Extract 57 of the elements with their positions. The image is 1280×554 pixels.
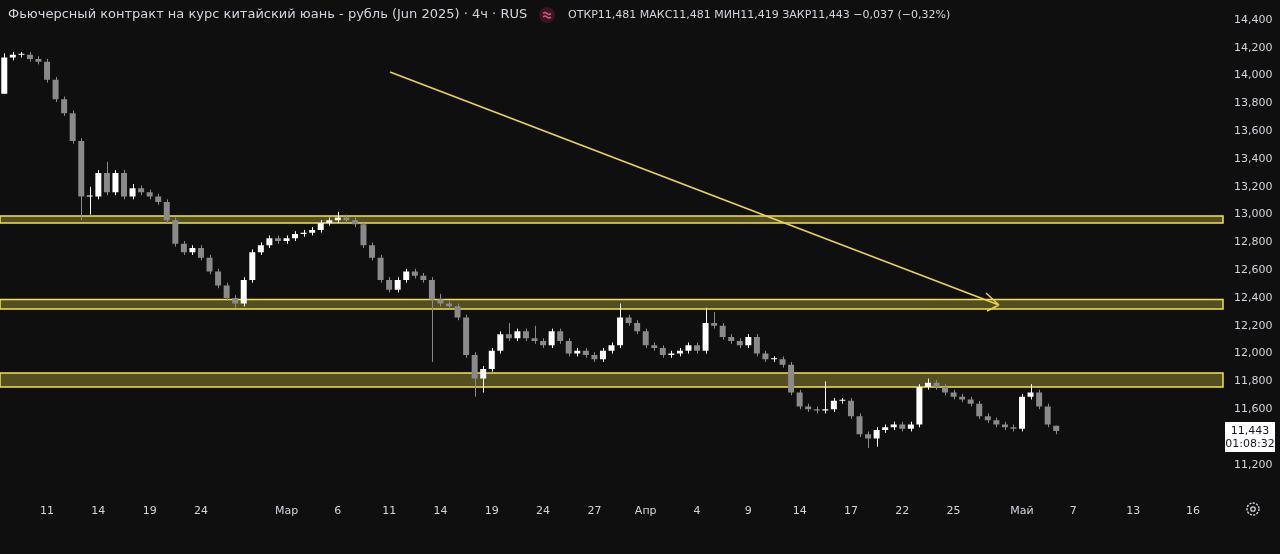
candlestick	[146, 189, 153, 200]
candlestick	[907, 421, 914, 432]
y-tick-label: 13,000	[1234, 207, 1273, 221]
y-tick-label: 12,200	[1234, 318, 1273, 332]
y-tick-label: 12,000	[1234, 346, 1273, 360]
x-tick-label: 14	[792, 504, 807, 518]
x-tick-label: 17	[843, 504, 858, 518]
candlestick	[437, 293, 444, 307]
candlestick	[625, 314, 632, 327]
candlestick	[694, 341, 701, 355]
x-tick-label: 13	[1126, 504, 1141, 518]
x-tick-label: 19	[142, 504, 157, 518]
y-tick-label: 13,200	[1234, 179, 1273, 193]
y-tick-label: 12,400	[1234, 290, 1273, 304]
candlestick	[822, 380, 829, 414]
candlestick	[942, 383, 949, 396]
y-tick-label: 13,800	[1234, 96, 1273, 110]
y-tick-label: 11,200	[1234, 457, 1273, 471]
x-tick-label: 11	[40, 504, 55, 518]
candlestick	[899, 421, 906, 432]
x-tick-label: 14	[433, 504, 448, 518]
x-tick-label: 4	[693, 504, 701, 518]
x-tick-label: 11	[382, 504, 397, 518]
x-tick-label: 25	[946, 504, 961, 518]
y-tick-label: 12,600	[1234, 263, 1273, 277]
candlestick	[685, 341, 692, 355]
x-tick-label: 24	[193, 504, 208, 518]
candlestick	[129, 183, 136, 200]
x-tick-label: 19	[484, 504, 499, 518]
y-tick-label: 14,200	[1234, 40, 1273, 54]
x-tick-label: Мар	[274, 504, 299, 518]
x-tick-label: Апр	[634, 504, 657, 518]
candlestick	[813, 405, 820, 414]
x-tick-label: 14	[91, 504, 106, 518]
text: 01:08:32	[1225, 436, 1275, 450]
x-tick-label: 16	[1186, 504, 1201, 518]
y-tick-label: 12,800	[1234, 235, 1273, 249]
x-tick-label: 27	[587, 504, 602, 518]
y-tick-label: 11,800	[1234, 374, 1273, 388]
y-tick-label: 14,000	[1234, 68, 1273, 82]
candlestick	[779, 355, 786, 368]
candlestick	[967, 396, 974, 407]
x-tick-label: 9	[744, 504, 752, 518]
candlestick	[1010, 423, 1017, 432]
y-tick-label: 11,600	[1234, 402, 1273, 416]
x-tick-label: 24	[536, 504, 551, 518]
y-tick-label: 13,600	[1234, 124, 1273, 138]
x-tick-label: 6	[334, 504, 342, 518]
chart-title: Фьючерсный контракт на курс китайский юань - рубль (Jun 2025) · 4ч · RUS	[8, 6, 528, 21]
text: 11,443	[1230, 423, 1270, 437]
annotation: ОТКР11,481 МАКС11,481 МИН11,419 ЗАКР11,443 −0,037 (−0,32%)	[568, 8, 951, 21]
x-tick-label: 7	[1069, 504, 1077, 518]
x-tick-label: Май	[1010, 504, 1034, 518]
y-tick-label: 14,400	[1234, 12, 1273, 26]
x-tick-label: 22	[895, 504, 910, 518]
y-tick-label: 13,400	[1234, 151, 1273, 165]
candlestick	[232, 294, 239, 309]
